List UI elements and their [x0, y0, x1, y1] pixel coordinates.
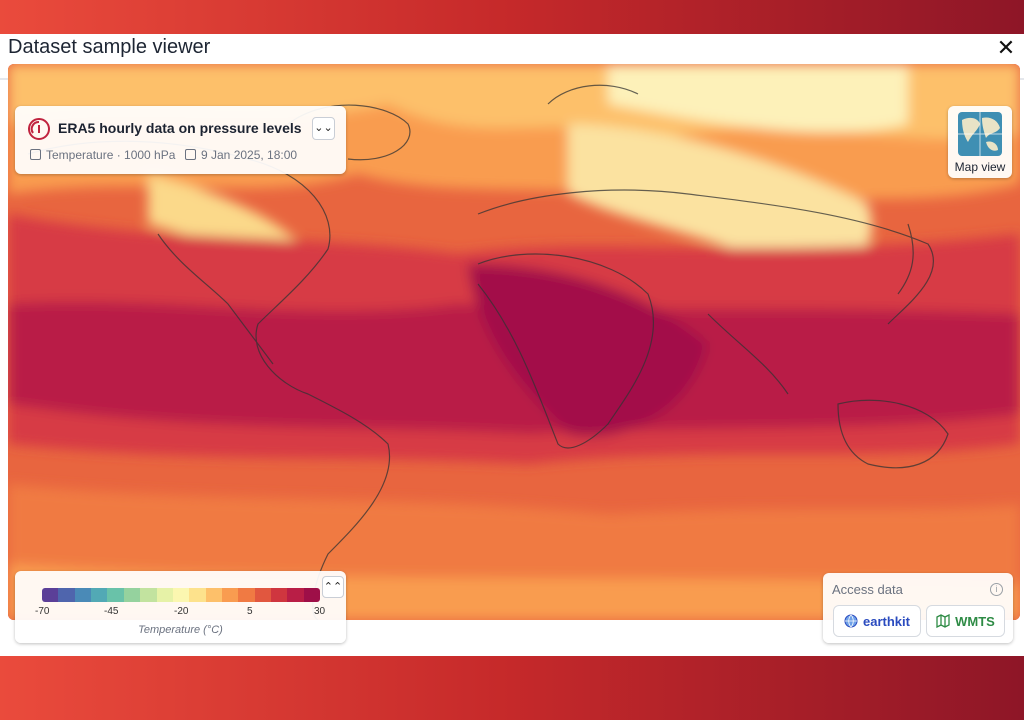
variable-label: Temperature · 1000 hPa — [46, 148, 176, 162]
legend-tick: 30 — [314, 606, 326, 617]
close-icon: ✕ — [996, 35, 1016, 60]
legend-tick: -70 — [35, 606, 50, 617]
colorbar-segment — [74, 588, 92, 602]
colorbar-segment — [172, 588, 190, 602]
chevron-double-down-icon: ⌄⌄ — [314, 122, 333, 134]
temperature-colorbar — [42, 588, 320, 602]
earthkit-button[interactable]: earthkit — [833, 605, 921, 637]
map-icon — [936, 614, 950, 628]
map-thumbnail-icon — [958, 112, 1002, 156]
map-canvas — [8, 64, 1020, 620]
datetime-info: 9 Jan 2025, 18:00 — [185, 148, 297, 162]
legend-label: Temperature (°C) — [138, 624, 223, 636]
colorbar-segment — [189, 588, 206, 602]
close-button[interactable]: ✕ — [996, 35, 1016, 60]
variable-info: Temperature · 1000 hPa — [30, 148, 175, 162]
colorbar-segment — [140, 588, 157, 602]
colorbar-segment — [107, 588, 124, 602]
access-title: Access data — [832, 582, 903, 597]
legend-panel: ⌃⌃ -70 -45 -20 5 30 Temperature (°C) — [15, 571, 346, 643]
colorbar-segment — [221, 588, 239, 602]
dataset-logo-icon — [28, 118, 50, 140]
colorbar-segment — [287, 588, 304, 602]
info-icon[interactable]: i — [990, 583, 1003, 596]
map-view-button[interactable]: Map view — [948, 106, 1012, 178]
collapse-info-button[interactable]: ⌄⌄ — [312, 117, 335, 140]
globe-icon — [844, 614, 858, 628]
wmts-button[interactable]: WMTS — [926, 605, 1005, 637]
dataset-title: ERA5 hourly data on pressure levels — [58, 120, 302, 136]
calendar-icon — [185, 149, 196, 160]
legend-tick: 5 — [247, 606, 253, 617]
modal-title: Dataset sample viewer — [8, 36, 211, 58]
wmts-label: WMTS — [955, 613, 995, 629]
temperature-map[interactable] — [8, 64, 1020, 620]
chevron-double-up-icon: ⌃⌃ — [323, 581, 343, 593]
colorbar-segment — [254, 588, 272, 602]
legend-tick: -20 — [174, 606, 189, 617]
variable-icon — [30, 149, 41, 160]
colorbar-segment — [271, 588, 288, 602]
colorbar-segment — [238, 588, 255, 602]
colorbar-segment — [205, 588, 222, 602]
colorbar-segment — [91, 588, 108, 602]
access-data-panel: Access data i earthkit WMTS — [823, 573, 1013, 643]
dataset-info-panel: ERA5 hourly data on pressure levels ⌄⌄ T… — [15, 106, 346, 174]
expand-legend-button[interactable]: ⌃⌃ — [322, 576, 344, 598]
datetime-label: 9 Jan 2025, 18:00 — [201, 148, 298, 162]
colorbar-segment — [42, 588, 59, 602]
colorbar-segment — [303, 588, 320, 602]
map-view-label: Map view — [954, 160, 1006, 174]
legend-tick: -45 — [104, 606, 119, 617]
earthkit-label: earthkit — [863, 613, 910, 629]
colorbar-segment — [156, 588, 173, 602]
colorbar-segment — [58, 588, 75, 602]
colorbar-segment — [123, 588, 141, 602]
